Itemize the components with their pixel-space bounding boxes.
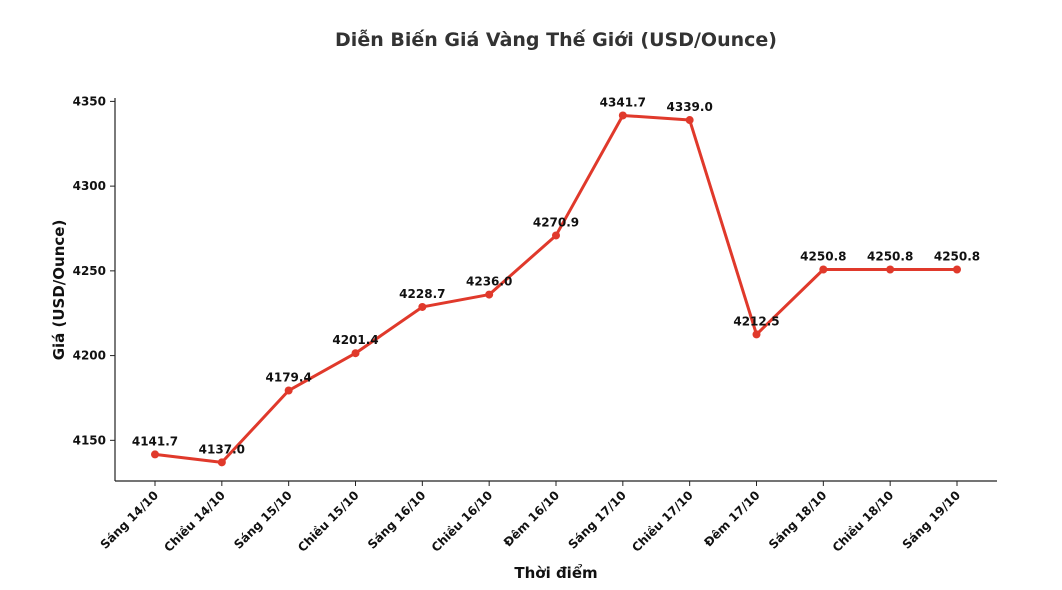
data-point xyxy=(552,231,560,240)
data-point xyxy=(752,330,761,339)
x-tick-label: Sáng 14/10 xyxy=(98,488,162,552)
x-tick-label: Chiều 16/10 xyxy=(429,488,496,555)
x-tick-label: Sáng 15/10 xyxy=(231,488,295,552)
data-line xyxy=(154,113,957,464)
y-tick-label: 4300 xyxy=(73,179,106,193)
chart-title: Diễn Biến Giá Vàng Thế Giới (USD/Ounce) xyxy=(335,27,777,51)
data-label: 4137.0 xyxy=(199,442,245,456)
x-tick-label: Sáng 19/10 xyxy=(900,488,964,552)
data-label: 4250.8 xyxy=(934,250,980,264)
data-label: 4141.7 xyxy=(132,434,178,448)
data-label: 4250.8 xyxy=(800,250,846,264)
data-point xyxy=(284,386,293,395)
data-point xyxy=(485,290,494,299)
x-tick-label: Đêm 16/10 xyxy=(501,488,562,549)
data-point xyxy=(685,116,694,125)
data-label: 4201.4 xyxy=(332,333,378,347)
x-tick-label: Sáng 17/10 xyxy=(565,488,629,552)
data-point xyxy=(151,450,159,459)
data-point xyxy=(351,349,360,358)
x-tick-label: Chiều 17/10 xyxy=(629,488,696,555)
data-label: 4270.9 xyxy=(533,215,579,229)
data-label: 4236.0 xyxy=(466,275,512,289)
y-axis-label: Giá (USD/Ounce) xyxy=(50,220,68,361)
data-label: 4341.7 xyxy=(600,95,646,109)
data-label: 4179.4 xyxy=(266,371,312,385)
x-tick-label: Sáng 18/10 xyxy=(766,488,830,552)
data-label: 4250.8 xyxy=(867,250,913,264)
x-tick-label: Đêm 17/10 xyxy=(701,488,762,549)
data-label: 4339.0 xyxy=(667,100,713,114)
y-tick-label: 4200 xyxy=(73,349,106,363)
x-tick-label: Sáng 16/10 xyxy=(365,488,429,552)
data-label: 4212.5 xyxy=(733,314,779,328)
x-axis-label: Thời điểm xyxy=(514,563,597,582)
y-tick-label: 4150 xyxy=(73,433,106,447)
data-point xyxy=(418,302,427,311)
data-point xyxy=(886,265,895,274)
x-tick-label: Chiều 15/10 xyxy=(295,488,362,555)
y-tick-label: 4250 xyxy=(73,264,106,278)
data-label: 4228.7 xyxy=(399,287,445,301)
data-point xyxy=(217,458,226,467)
y-tick-label: 4350 xyxy=(73,94,106,108)
x-tick-label: Chiều 14/10 xyxy=(161,488,228,555)
data-point xyxy=(819,265,828,274)
data-point xyxy=(618,111,627,120)
x-tick-label: Chiều 18/10 xyxy=(830,488,897,555)
data-point xyxy=(953,265,961,274)
